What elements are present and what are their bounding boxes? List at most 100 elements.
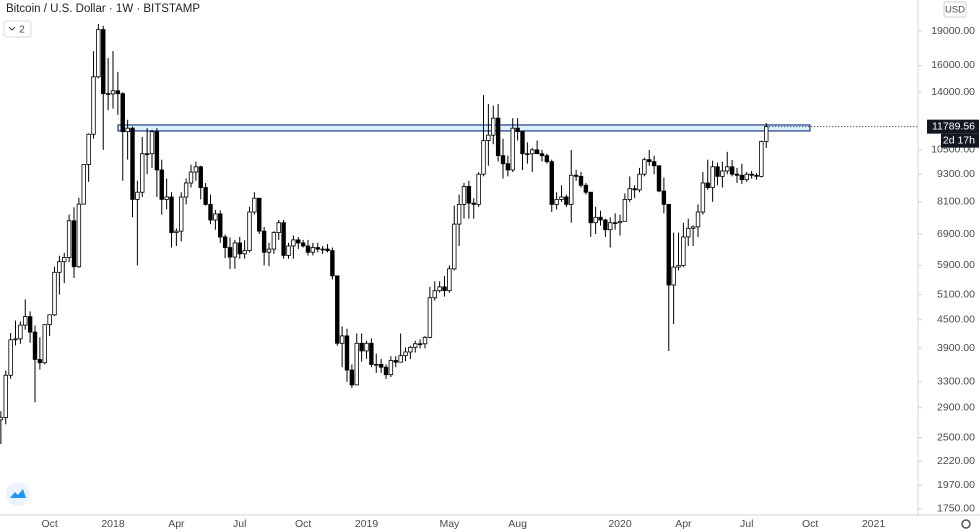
candle-body	[627, 188, 632, 200]
candle-body	[622, 199, 628, 222]
candle-body	[695, 211, 701, 228]
candle-body	[515, 127, 520, 133]
candle-body	[447, 268, 452, 292]
candle-body	[559, 196, 564, 200]
candle-body	[237, 242, 242, 255]
candle-body	[330, 250, 335, 277]
candle-body	[286, 245, 291, 256]
candle-body	[466, 186, 472, 204]
candle-body	[417, 343, 423, 345]
candle-body	[491, 117, 496, 136]
candle-body	[335, 275, 340, 344]
candle-body	[471, 202, 476, 205]
y-tick-label: 14000.00	[931, 86, 975, 98]
candle-body	[339, 335, 345, 344]
candle-body	[505, 163, 511, 171]
candle-body	[642, 159, 647, 175]
candle-body	[105, 93, 111, 95]
candle-body	[432, 290, 437, 299]
currency-box[interactable]	[943, 1, 967, 18]
candle-body	[530, 149, 535, 155]
y-tick-label: 2220.00	[937, 455, 975, 467]
candle-body	[344, 335, 350, 371]
candle-body	[588, 191, 593, 224]
candle-body	[32, 331, 38, 360]
candle-body	[27, 316, 33, 333]
candle-body	[681, 236, 686, 266]
candle-body	[608, 222, 613, 231]
y-tick-label: 1750.00	[937, 503, 975, 515]
x-tick-label: Apr	[168, 518, 185, 530]
candle-body	[198, 166, 203, 188]
candle-body	[452, 223, 457, 270]
x-tick-label: 2020	[608, 518, 632, 530]
candle-body	[554, 199, 559, 205]
candle-body	[0, 417, 4, 421]
candle-body	[222, 236, 228, 248]
candle-body	[315, 247, 320, 250]
candle-body	[71, 220, 77, 268]
candle-body	[91, 76, 96, 135]
candle-body	[3, 374, 8, 419]
candle-body	[86, 133, 91, 165]
candle-body	[442, 286, 447, 292]
candle-body	[130, 127, 135, 200]
x-tick-label: Oct	[295, 518, 311, 530]
candle-body	[276, 222, 281, 233]
candle-body	[349, 369, 355, 386]
candle-body	[213, 213, 218, 221]
candle-body	[57, 261, 62, 273]
x-tick-label: Oct	[41, 518, 57, 530]
candle-body	[700, 182, 706, 213]
candle-body	[66, 220, 72, 258]
candle-body	[76, 203, 82, 268]
x-tick-label: Jul	[740, 518, 753, 530]
candle-body	[661, 190, 667, 205]
candle-body	[539, 153, 545, 157]
candle-body	[154, 131, 160, 171]
settings-icon[interactable]	[961, 519, 971, 529]
candle-body	[544, 155, 550, 163]
candle-body	[520, 131, 525, 155]
logo-badge[interactable]	[6, 482, 30, 506]
candle-body	[612, 222, 618, 224]
x-tick-label: Oct	[802, 518, 818, 530]
last-price-label: 11789.56	[932, 120, 975, 132]
candle-body	[476, 173, 481, 205]
candle-body	[422, 336, 428, 345]
countdown-label: 2d 17h	[943, 134, 975, 146]
candle-body	[715, 166, 720, 177]
candle-body	[374, 363, 379, 366]
candle-body	[549, 161, 554, 205]
chevron-icon	[8, 26, 16, 31]
candle-body	[242, 250, 247, 255]
candle-body	[603, 219, 608, 231]
candle-body	[47, 314, 52, 326]
candle-body	[18, 324, 23, 340]
x-tick-label: 2021	[862, 518, 886, 530]
candle-body	[252, 197, 257, 213]
candle-body	[369, 342, 374, 365]
y-tick-label: 4500.00	[937, 313, 975, 325]
candle-body	[42, 324, 47, 364]
y-tick-label: 19000.00	[931, 25, 975, 37]
candle-body	[271, 232, 277, 250]
y-tick-label: 3300.00	[937, 376, 975, 388]
candle-body	[754, 174, 759, 177]
indicator-toggle[interactable]	[3, 20, 32, 38]
candle-body	[671, 266, 676, 286]
candle-body	[218, 213, 223, 238]
candle-body	[359, 342, 364, 352]
candle-body	[174, 230, 179, 233]
y-tick-label: 5100.00	[937, 288, 975, 300]
candle-body	[510, 127, 515, 171]
candle-body	[62, 256, 67, 263]
candle-body	[144, 153, 150, 155]
candle-body	[637, 173, 642, 191]
candle-body	[388, 360, 394, 376]
candle-body	[291, 239, 296, 247]
candle-body	[656, 165, 662, 192]
countdown-box	[941, 133, 979, 148]
candle-body	[135, 191, 140, 200]
